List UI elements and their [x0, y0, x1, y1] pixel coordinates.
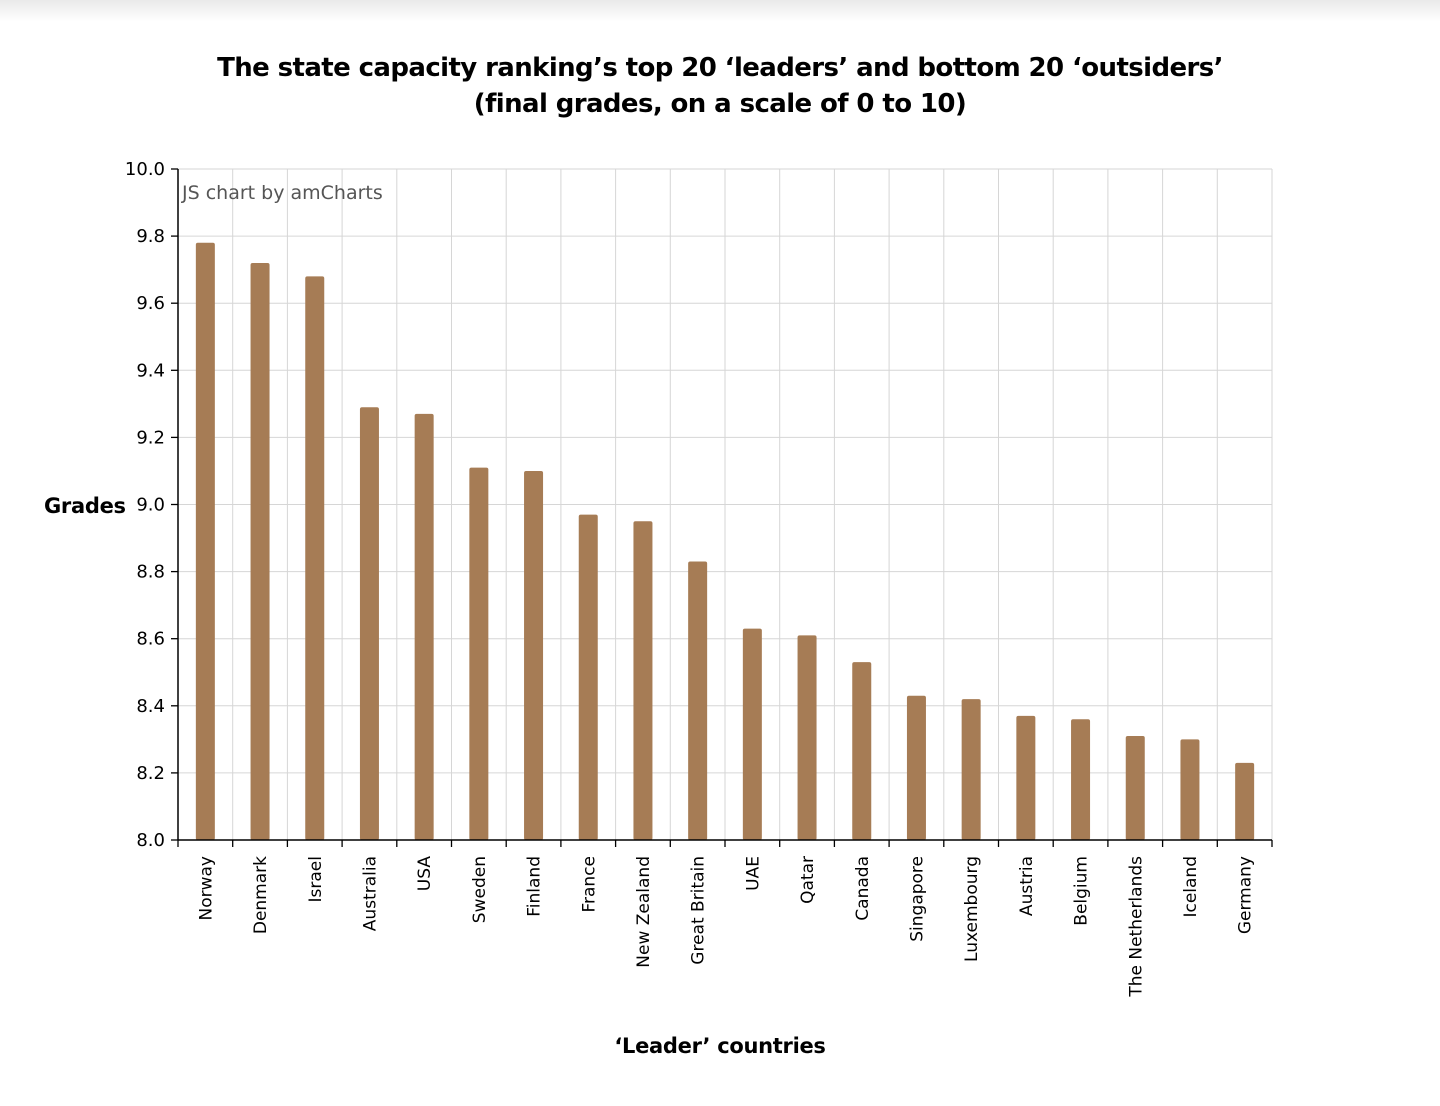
bar-luxembourg[interactable]	[961, 699, 981, 840]
x-category-label: USA	[415, 856, 435, 892]
x-category-label: Germany	[1236, 856, 1256, 934]
x-category-label: UAE	[743, 856, 763, 891]
x-axis-title: ‘Leader’ countries	[614, 1034, 826, 1058]
bar-singapore[interactable]	[906, 695, 926, 840]
x-category-label: Qatar	[798, 856, 818, 904]
grid-layer	[177, 168, 1273, 841]
x-category-label: France	[579, 856, 599, 913]
chart-subtitle: (final grades, on a scale of 0 to 10)	[473, 89, 967, 119]
bar-sweden[interactable]	[469, 467, 489, 840]
bar-austria[interactable]	[1016, 715, 1036, 840]
x-category-label: Australia	[360, 856, 380, 931]
bar-germany[interactable]	[1235, 762, 1255, 840]
x-category-label: Norway	[196, 856, 216, 921]
bar-belgium[interactable]	[1071, 719, 1091, 840]
x-category-label: Iceland	[1181, 856, 1201, 918]
bar-norway[interactable]	[195, 242, 215, 840]
bar-usa[interactable]	[414, 413, 434, 840]
bar-israel[interactable]	[305, 276, 325, 840]
axis-layer: 8.0 8.2 8.4 8.6 8.8 9.0 9.2 9.4 9.6 9.8 10.0 Norway…	[125, 159, 1273, 998]
x-category-label: Austria	[1017, 856, 1037, 916]
x-category-label: Luxembourg	[962, 856, 982, 962]
bar-iceland[interactable]	[1180, 739, 1200, 840]
y-tick-label: 9.6	[136, 293, 165, 314]
x-category-label: The Netherlands	[1126, 856, 1146, 998]
y-tick-label: 8.0	[136, 830, 165, 851]
chart-credit[interactable]: JS chart by amCharts	[181, 182, 383, 204]
bar-australia[interactable]	[359, 407, 379, 840]
y-tick-label: 8.8	[136, 562, 165, 583]
chart-title: The state capacity ranking’s top 20 ‘lea…	[217, 53, 1223, 83]
bar-canada[interactable]	[852, 662, 872, 840]
x-category-label: Canada	[853, 856, 873, 921]
bar-layer	[195, 242, 1255, 840]
bar-great-britain[interactable]	[688, 561, 708, 840]
y-tick-label: 9.0	[136, 495, 165, 516]
x-category-label: New Zealand	[634, 856, 654, 968]
bar-denmark[interactable]	[250, 262, 270, 840]
y-tick-label: 8.6	[136, 629, 165, 650]
y-tick-label: 9.4	[136, 360, 165, 381]
x-category-label: Denmark	[251, 856, 271, 934]
bar-new-zealand[interactable]	[633, 521, 653, 840]
bar-the-netherlands[interactable]	[1125, 735, 1145, 840]
bar-uae[interactable]	[742, 628, 762, 840]
chart-title-block: The state capacity ranking’s top 20 ‘lea…	[0, 50, 1440, 122]
x-category-label: Great Britain	[689, 856, 709, 965]
top-shadow	[0, 0, 1440, 22]
y-tick-label: 8.4	[136, 696, 165, 717]
y-tick-label: 9.8	[136, 226, 165, 247]
x-category-label: Singapore	[907, 856, 927, 942]
bar-qatar[interactable]	[797, 635, 817, 840]
y-tick-label: 10.0	[125, 159, 165, 180]
x-category-label: Belgium	[1072, 856, 1092, 926]
y-tick-label: 8.2	[136, 763, 165, 784]
y-axis-title: Grades	[44, 494, 126, 518]
bar-france[interactable]	[578, 514, 598, 840]
x-category-label: Israel	[306, 856, 326, 902]
y-tick-label: 9.2	[136, 427, 165, 448]
bar-finland[interactable]	[524, 470, 544, 840]
x-category-label: Sweden	[470, 856, 490, 923]
x-category-label: Finland	[525, 856, 545, 917]
